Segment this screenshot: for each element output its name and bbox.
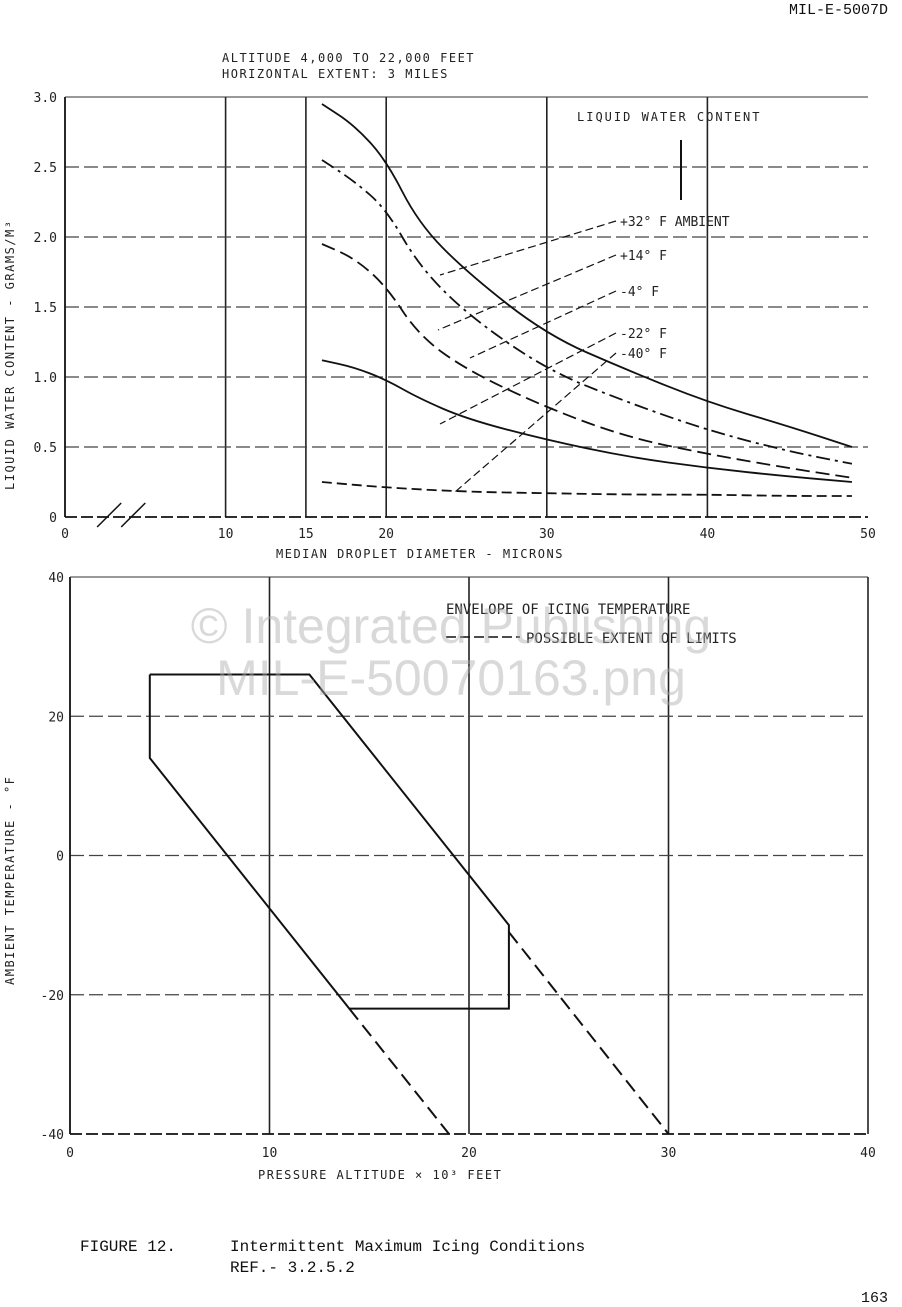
chart1-series-leader-line: [439, 332, 617, 425]
page-number: 163: [860, 1290, 888, 1307]
chart1-series-line: [321, 159, 853, 465]
chart1-series-leader-line: [469, 290, 617, 359]
chart1-x-axis-label: MEDIAN DROPLET DIAMETER - MICRONS: [276, 547, 564, 561]
icing-temperature-chart: PRESSURE ALTITUDE × 10³ FEET AMBIENT TEM…: [3, 571, 876, 1182]
chart1-axis-break-mark: [96, 502, 146, 528]
chart1-series-label: -40° F: [620, 347, 667, 362]
chart1-y-tick-label: 3.0: [34, 91, 57, 106]
chart1-x-tick-label: 50: [860, 527, 876, 542]
chart1-y-tick-label: 2.0: [34, 231, 57, 246]
chart1-series-line: [321, 103, 853, 448]
figure-charts: ALTITUDE 4,000 TO 22,000 FEET HORIZONTAL…: [3, 51, 876, 1182]
chart1-y-tick-label: 2.5: [34, 161, 57, 176]
chart1-series-line: [321, 359, 853, 483]
chart2-x-tick-label: 20: [461, 1146, 477, 1161]
chart1-series-leader-line: [437, 254, 617, 331]
chart1-x-tick-label: 0: [61, 527, 69, 542]
chart2-x-tick-label: 0: [66, 1146, 74, 1161]
chart2-y-tick-label: 40: [48, 571, 64, 586]
chart2-y-tick-label: -20: [41, 989, 64, 1004]
chart2-x-tick-label: 40: [860, 1146, 876, 1161]
chart1-title: ALTITUDE 4,000 TO 22,000 FEET: [222, 51, 475, 65]
chart1-series-label: -22° F: [620, 327, 667, 342]
figure-title: Intermittent Maximum Icing Conditions: [230, 1238, 586, 1256]
chart1-series-label: -4° F: [620, 285, 659, 300]
chart2-y-tick-label: 20: [48, 710, 64, 725]
chart2-x-axis-label: PRESSURE ALTITUDE × 10³ FEET: [258, 1168, 502, 1182]
chart1-x-tick-label: 10: [218, 527, 234, 542]
chart1-y-tick-label: 1.5: [34, 301, 57, 316]
chart2-series-line: [348, 1008, 450, 1135]
chart2-x-tick-label: 10: [262, 1146, 278, 1161]
chart2-legend-item: ENVELOPE OF ICING TEMPERATURE: [446, 602, 690, 618]
chart1-subtitle: HORIZONTAL EXTENT: 3 MILES: [222, 67, 449, 81]
liquid-water-chart: ALTITUDE 4,000 TO 22,000 FEET HORIZONTAL…: [3, 51, 876, 561]
chart1-series-label: +14° F: [620, 249, 667, 264]
chart1-x-tick-label: 20: [378, 527, 394, 542]
chart2-y-tick-label: -40: [41, 1128, 64, 1143]
chart2-y-tick-label: 0: [56, 850, 64, 865]
figure-label: FIGURE 12.: [80, 1238, 177, 1256]
chart1-x-tick-label: 15: [298, 527, 314, 542]
document-id: MIL-E-5007D: [788, 2, 888, 19]
chart1-y-tick-label: 0.5: [34, 441, 57, 456]
chart2-series-line: [508, 931, 670, 1135]
chart2-series-line: [148, 673, 510, 1010]
figure-caption: FIGURE 12. Intermittent Maximum Icing Con…: [80, 1237, 585, 1279]
chart1-x-tick-label: 40: [700, 527, 716, 542]
chart1-y-tick-label: 1.0: [34, 371, 57, 386]
chart1-x-tick-label: 30: [539, 527, 555, 542]
chart2-y-axis-label: AMBIENT TEMPERATURE - °F: [3, 776, 17, 985]
chart1-y-axis-label: LIQUID WATER CONTENT - GRAMS/M³: [3, 220, 17, 490]
figure-reference: REF.- 3.2.5.2: [230, 1259, 355, 1277]
chart1-y-tick-label: 0: [49, 511, 57, 526]
chart1-series-label: +32° F AMBIENT: [620, 215, 730, 230]
chart1-legend-title: LIQUID WATER CONTENT: [577, 110, 762, 124]
chart2-legend-item: POSSIBLE EXTENT OF LIMITS: [526, 631, 737, 647]
chart1-series-leader-line: [439, 220, 617, 276]
chart2-x-tick-label: 30: [661, 1146, 677, 1161]
chart1-series-line: [321, 243, 853, 479]
chart1-series-line: [321, 481, 852, 497]
